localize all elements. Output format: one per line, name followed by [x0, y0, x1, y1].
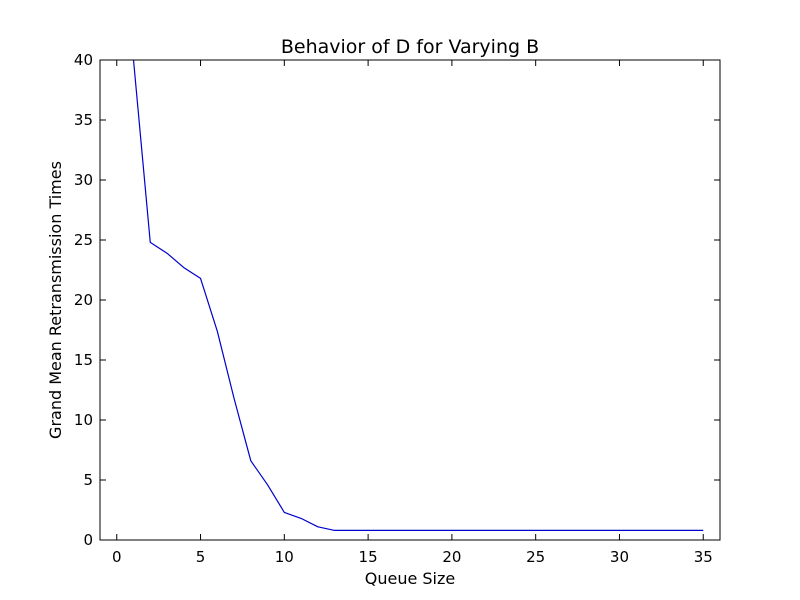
x-tick-label: 35: [694, 548, 713, 566]
x-tick-label: 0: [112, 548, 122, 566]
x-tick-label: 25: [526, 548, 545, 566]
y-tick-label: 35: [74, 111, 93, 129]
x-tick-label: 5: [196, 548, 206, 566]
x-tick-label: 10: [275, 548, 294, 566]
y-tick-label: 20: [74, 291, 93, 309]
series-line-0: [132, 60, 704, 532]
y-tick-label: 10: [74, 411, 93, 429]
y-tick-label: 15: [74, 351, 93, 369]
x-tick-label: 30: [610, 548, 629, 566]
chart-title: Behavior of D for Varying B: [281, 36, 539, 58]
y-tick-label: 30: [74, 171, 93, 189]
y-tick-label: 5: [83, 471, 93, 489]
y-tick-label: 40: [74, 51, 93, 69]
x-axis-label: Queue Size: [365, 569, 456, 588]
y-axis-label: Grand Mean Retransmission Times: [46, 161, 65, 439]
x-tick-label: 20: [442, 548, 461, 566]
plot-area: [100, 60, 720, 540]
y-tick-label: 25: [74, 231, 93, 249]
y-tick-label: 0: [83, 531, 93, 549]
x-tick-label: 15: [359, 548, 378, 566]
